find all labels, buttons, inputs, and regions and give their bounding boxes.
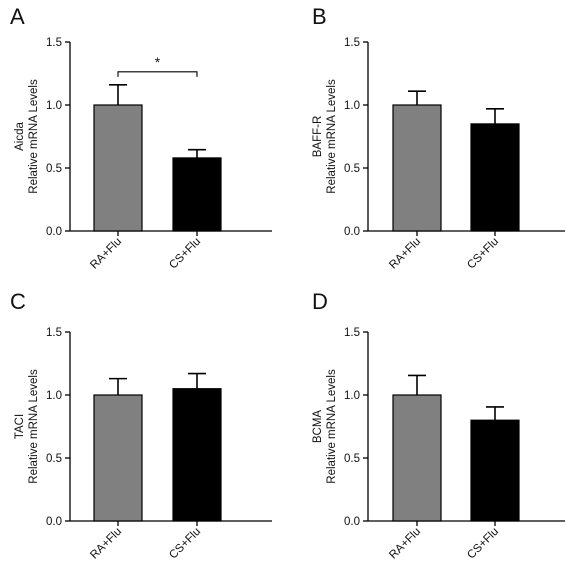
bar-cs-flu: [172, 388, 222, 522]
panel-a: A Aicda Relative mRNA Levels 0.0 0.5 1.0 1.5 RA…: [10, 4, 272, 271]
y-tick-label: 0.5: [344, 163, 360, 175]
panel-c: C TACI Relative mRNA Levels 0.0 0.5 1.0 1.5 RA+…: [10, 289, 272, 561]
y-tick-label: 1.0: [344, 100, 360, 112]
bar-cs-flu: [470, 419, 520, 522]
y-tick-label: 1.0: [46, 390, 62, 402]
x-tick-label: CS+Flu: [167, 236, 203, 272]
x-tick-label: RA+Flu: [88, 526, 124, 562]
y-tick-label: 1.0: [344, 390, 360, 402]
x-tick-label: RA+Flu: [387, 236, 423, 272]
y-axis-label: Relative mRNA Levels: [326, 369, 338, 484]
y-tick-label: 1.5: [46, 37, 62, 49]
y-tick-label: 1.5: [344, 327, 360, 339]
y-tick-label: 0.0: [344, 226, 360, 238]
y-tick-label: 1.0: [46, 100, 62, 112]
y-tick-label: 0.0: [344, 516, 360, 528]
y-tick-label: 0.5: [46, 163, 62, 175]
y-axis-label: Relative mRNA Levels: [28, 369, 40, 484]
panel-letter: A: [10, 4, 25, 29]
x-tick-label: RA+Flu: [387, 526, 423, 562]
y-axis-label: TACI: [14, 414, 26, 439]
panel-letter: D: [312, 289, 328, 314]
bar-ra-flu: [93, 104, 143, 232]
panel-letter: B: [312, 4, 327, 29]
x-tick-label: RA+Flu: [88, 236, 124, 272]
y-tick-label: 0.5: [344, 453, 360, 465]
y-axis-label: BCMA: [312, 410, 324, 444]
significance-marker: *: [155, 54, 161, 70]
x-tick-label: CS+Flu: [465, 236, 501, 272]
x-tick-label: CS+Flu: [465, 526, 501, 562]
bar-ra-flu: [392, 104, 442, 232]
significance-bracket: [117, 71, 198, 77]
x-tick-label: CS+Flu: [167, 526, 203, 562]
panel-b: B BAFF-R Relative mRNA Levels 0.0 0.5 1.0 1.5 R…: [312, 4, 565, 271]
y-tick-label: 1.5: [46, 327, 62, 339]
y-tick-label: 0.5: [46, 453, 62, 465]
y-tick-label: 1.5: [344, 37, 360, 49]
y-axis-label: Aicda: [14, 122, 26, 151]
bar-ra-flu: [392, 394, 442, 522]
y-axis-label: Relative mRNA Levels: [326, 79, 338, 194]
y-tick-label: 0.0: [46, 516, 62, 528]
y-axis-label: Relative mRNA Levels: [28, 79, 40, 194]
bar-ra-flu: [93, 394, 143, 522]
bar-cs-flu: [470, 123, 520, 232]
bar-cs-flu: [172, 157, 222, 232]
y-axis-label: BAFF-R: [312, 116, 324, 158]
panel-d: D BCMA Relative mRNA Levels 0.0 0.5 1.0 1.5 RA+…: [312, 289, 565, 561]
y-tick-label: 0.0: [46, 226, 62, 238]
panel-letter: C: [10, 289, 26, 314]
